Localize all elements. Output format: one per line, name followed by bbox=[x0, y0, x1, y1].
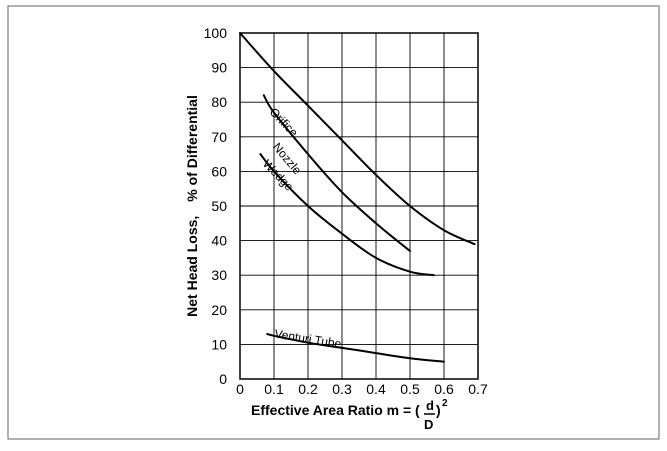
series-line-venturi-tube bbox=[266, 333, 445, 363]
y-axis-label-main: Net Head Loss, bbox=[184, 216, 200, 317]
series-label-orifice: Orifice bbox=[267, 105, 301, 140]
x-tick-label: 0.7 bbox=[468, 381, 488, 397]
y-axis-label-sub: % of Differential bbox=[184, 95, 200, 202]
x-tick-label: 0.1 bbox=[264, 381, 284, 397]
y-tick-labels: 0 10 20 30 40 50 60 70 80 90 100 bbox=[204, 25, 228, 387]
x-tick-label: 0.2 bbox=[298, 381, 318, 397]
x-tick-label: 0 bbox=[236, 381, 244, 397]
y-tick-label: 30 bbox=[211, 267, 227, 283]
y-tick-label: 40 bbox=[211, 233, 227, 249]
y-tick-label: 100 bbox=[204, 25, 228, 41]
x-axis-label: Effective Area Ratio m = ( d D ) 2 bbox=[251, 398, 448, 432]
plot-area-border bbox=[239, 32, 479, 380]
series-line-nozzle bbox=[262, 94, 411, 252]
series-line-wedge bbox=[259, 153, 435, 277]
x-axis-label-denominator: D bbox=[424, 417, 433, 432]
y-tick-label: 20 bbox=[211, 302, 227, 318]
x-tick-labels: 0 0.1 0.2 0.3 0.4 0.5 0.6 0.7 bbox=[236, 381, 488, 397]
y-tick-label: 90 bbox=[211, 60, 227, 76]
x-axis-label-main: Effective Area Ratio m = ( bbox=[251, 402, 420, 418]
series-line-orifice bbox=[239, 32, 476, 246]
figure-border bbox=[7, 5, 660, 440]
y-axis-label: Net Head Loss, % of Differential bbox=[184, 95, 200, 317]
y-tick-label: 10 bbox=[211, 336, 227, 352]
y-tick-label: 0 bbox=[219, 371, 227, 387]
x-tick-label: 0.4 bbox=[366, 381, 386, 397]
y-tick-label: 80 bbox=[211, 94, 227, 110]
x-tick-label: 0.5 bbox=[400, 381, 420, 397]
y-tick-label: 70 bbox=[211, 129, 227, 145]
x-tick-label: 0.3 bbox=[332, 381, 352, 397]
x-axis-label-numerator: d bbox=[426, 398, 434, 413]
y-tick-label: 50 bbox=[211, 198, 227, 214]
x-axis-label-close-paren: ) bbox=[436, 402, 441, 418]
y-tick-label: 60 bbox=[211, 163, 227, 179]
x-tick-label: 0.6 bbox=[434, 381, 454, 397]
x-axis-label-exponent: 2 bbox=[442, 398, 448, 409]
series-lines bbox=[239, 32, 476, 363]
